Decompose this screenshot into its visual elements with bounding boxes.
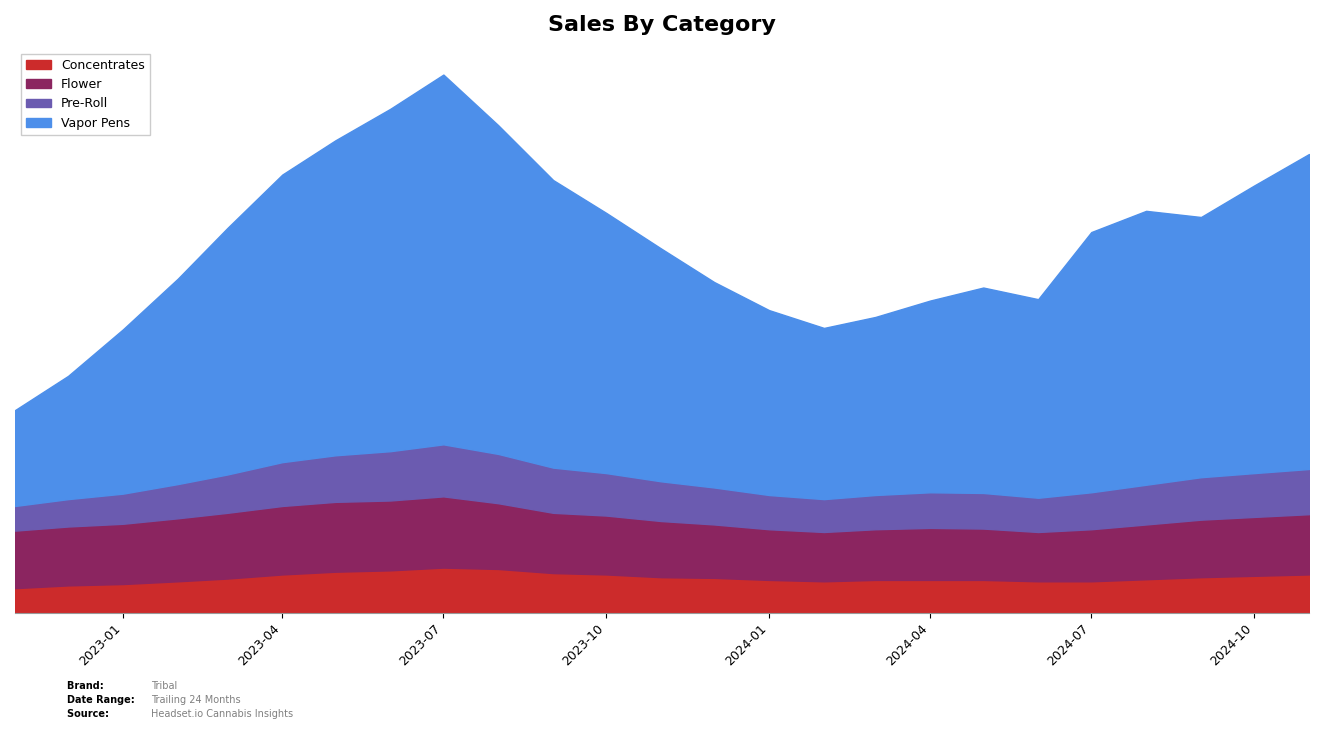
- Text: Source:: Source:: [66, 709, 113, 719]
- Text: Date Range:: Date Range:: [66, 695, 138, 704]
- Legend: Concentrates, Flower, Pre-Roll, Vapor Pens: Concentrates, Flower, Pre-Roll, Vapor Pe…: [21, 54, 150, 134]
- Text: Trailing 24 Months: Trailing 24 Months: [151, 695, 241, 704]
- Text: Brand:: Brand:: [66, 681, 107, 690]
- Text: Tribal: Tribal: [151, 681, 177, 690]
- Text: Headset.io Cannabis Insights: Headset.io Cannabis Insights: [151, 709, 293, 719]
- Title: Sales By Category: Sales By Category: [548, 15, 776, 35]
